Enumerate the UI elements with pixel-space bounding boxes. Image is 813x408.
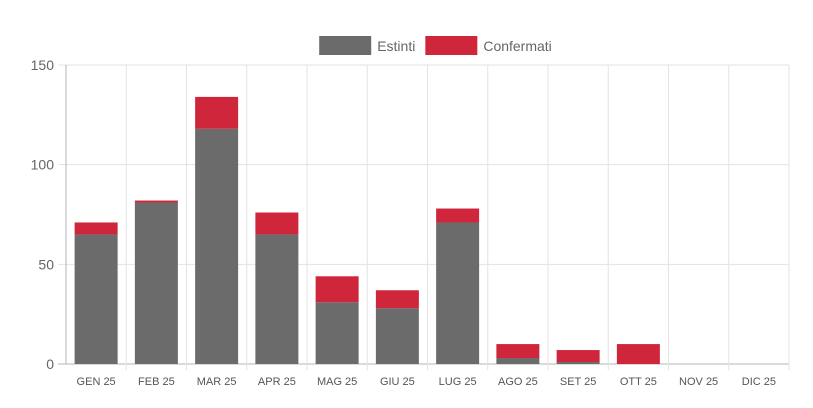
x-tick-label: NOV 25 xyxy=(679,376,718,388)
y-axis-ticks: 0 50 100 150 xyxy=(31,57,55,372)
bar-confermati-giu-25[interactable] xyxy=(375,290,419,309)
bar-confermati-set-25[interactable] xyxy=(556,350,600,363)
bars xyxy=(74,96,660,364)
bar-confermati-ott-25[interactable] xyxy=(616,344,660,364)
bar-estinti-gen-25[interactable] xyxy=(74,234,118,364)
x-tick-label: OTT 25 xyxy=(620,376,657,388)
x-axis-ticks: GEN 25 FEB 25 MAR 25 APR 25 MAG 25 GIU 25 LUG … xyxy=(77,376,776,388)
legend-item-estinti[interactable]: Estinti xyxy=(319,36,415,55)
bar-confermati-apr-25[interactable] xyxy=(255,212,299,235)
x-tick-label: MAR 25 xyxy=(197,376,237,388)
bar-confermati-gen-25[interactable] xyxy=(74,222,118,235)
x-tick-label: AGO 25 xyxy=(498,376,538,388)
x-tick-label: LUG 25 xyxy=(439,376,477,388)
x-tick-label: MAG 25 xyxy=(317,376,357,388)
y-tick-label: 50 xyxy=(38,256,54,272)
bar-estinti-giu-25[interactable] xyxy=(375,308,419,364)
x-tick-label: FEB 25 xyxy=(138,376,175,388)
legend-label: Confermati xyxy=(483,38,551,54)
y-tick-label: 100 xyxy=(31,157,55,173)
x-tick-label: GEN 25 xyxy=(77,376,116,388)
bar-estinti-mar-25[interactable] xyxy=(195,128,239,364)
legend-label: Estinti xyxy=(377,38,415,54)
bar-estinti-apr-25[interactable] xyxy=(255,234,299,364)
bar-estinti-set-25[interactable] xyxy=(556,362,600,364)
y-tick-label: 150 xyxy=(31,57,55,73)
x-tick-label: SET 25 xyxy=(560,376,597,388)
x-tick-label: APR 25 xyxy=(258,376,296,388)
x-tick-label: DIC 25 xyxy=(742,376,776,388)
legend[interactable]: Estinti Confermati xyxy=(319,36,552,55)
grid-lines xyxy=(58,64,790,370)
bar-estinti-mag-25[interactable] xyxy=(315,302,359,364)
bar-confermati-ago-25[interactable] xyxy=(496,344,540,359)
bar-confermati-feb-25[interactable] xyxy=(134,200,178,203)
x-tick-label: GIU 25 xyxy=(380,376,415,388)
bar-confermati-mag-25[interactable] xyxy=(315,276,359,303)
bar-estinti-lug-25[interactable] xyxy=(436,222,480,364)
bar-confermati-mar-25[interactable] xyxy=(195,96,239,129)
legend-swatch xyxy=(425,36,478,55)
legend-item-confermati[interactable]: Confermati xyxy=(425,36,552,55)
legend-swatch xyxy=(319,36,372,55)
bar-estinti-feb-25[interactable] xyxy=(134,202,178,364)
bar-estinti-ago-25[interactable] xyxy=(496,358,540,364)
bar-confermati-lug-25[interactable] xyxy=(436,208,480,223)
y-tick-label: 0 xyxy=(46,356,54,372)
